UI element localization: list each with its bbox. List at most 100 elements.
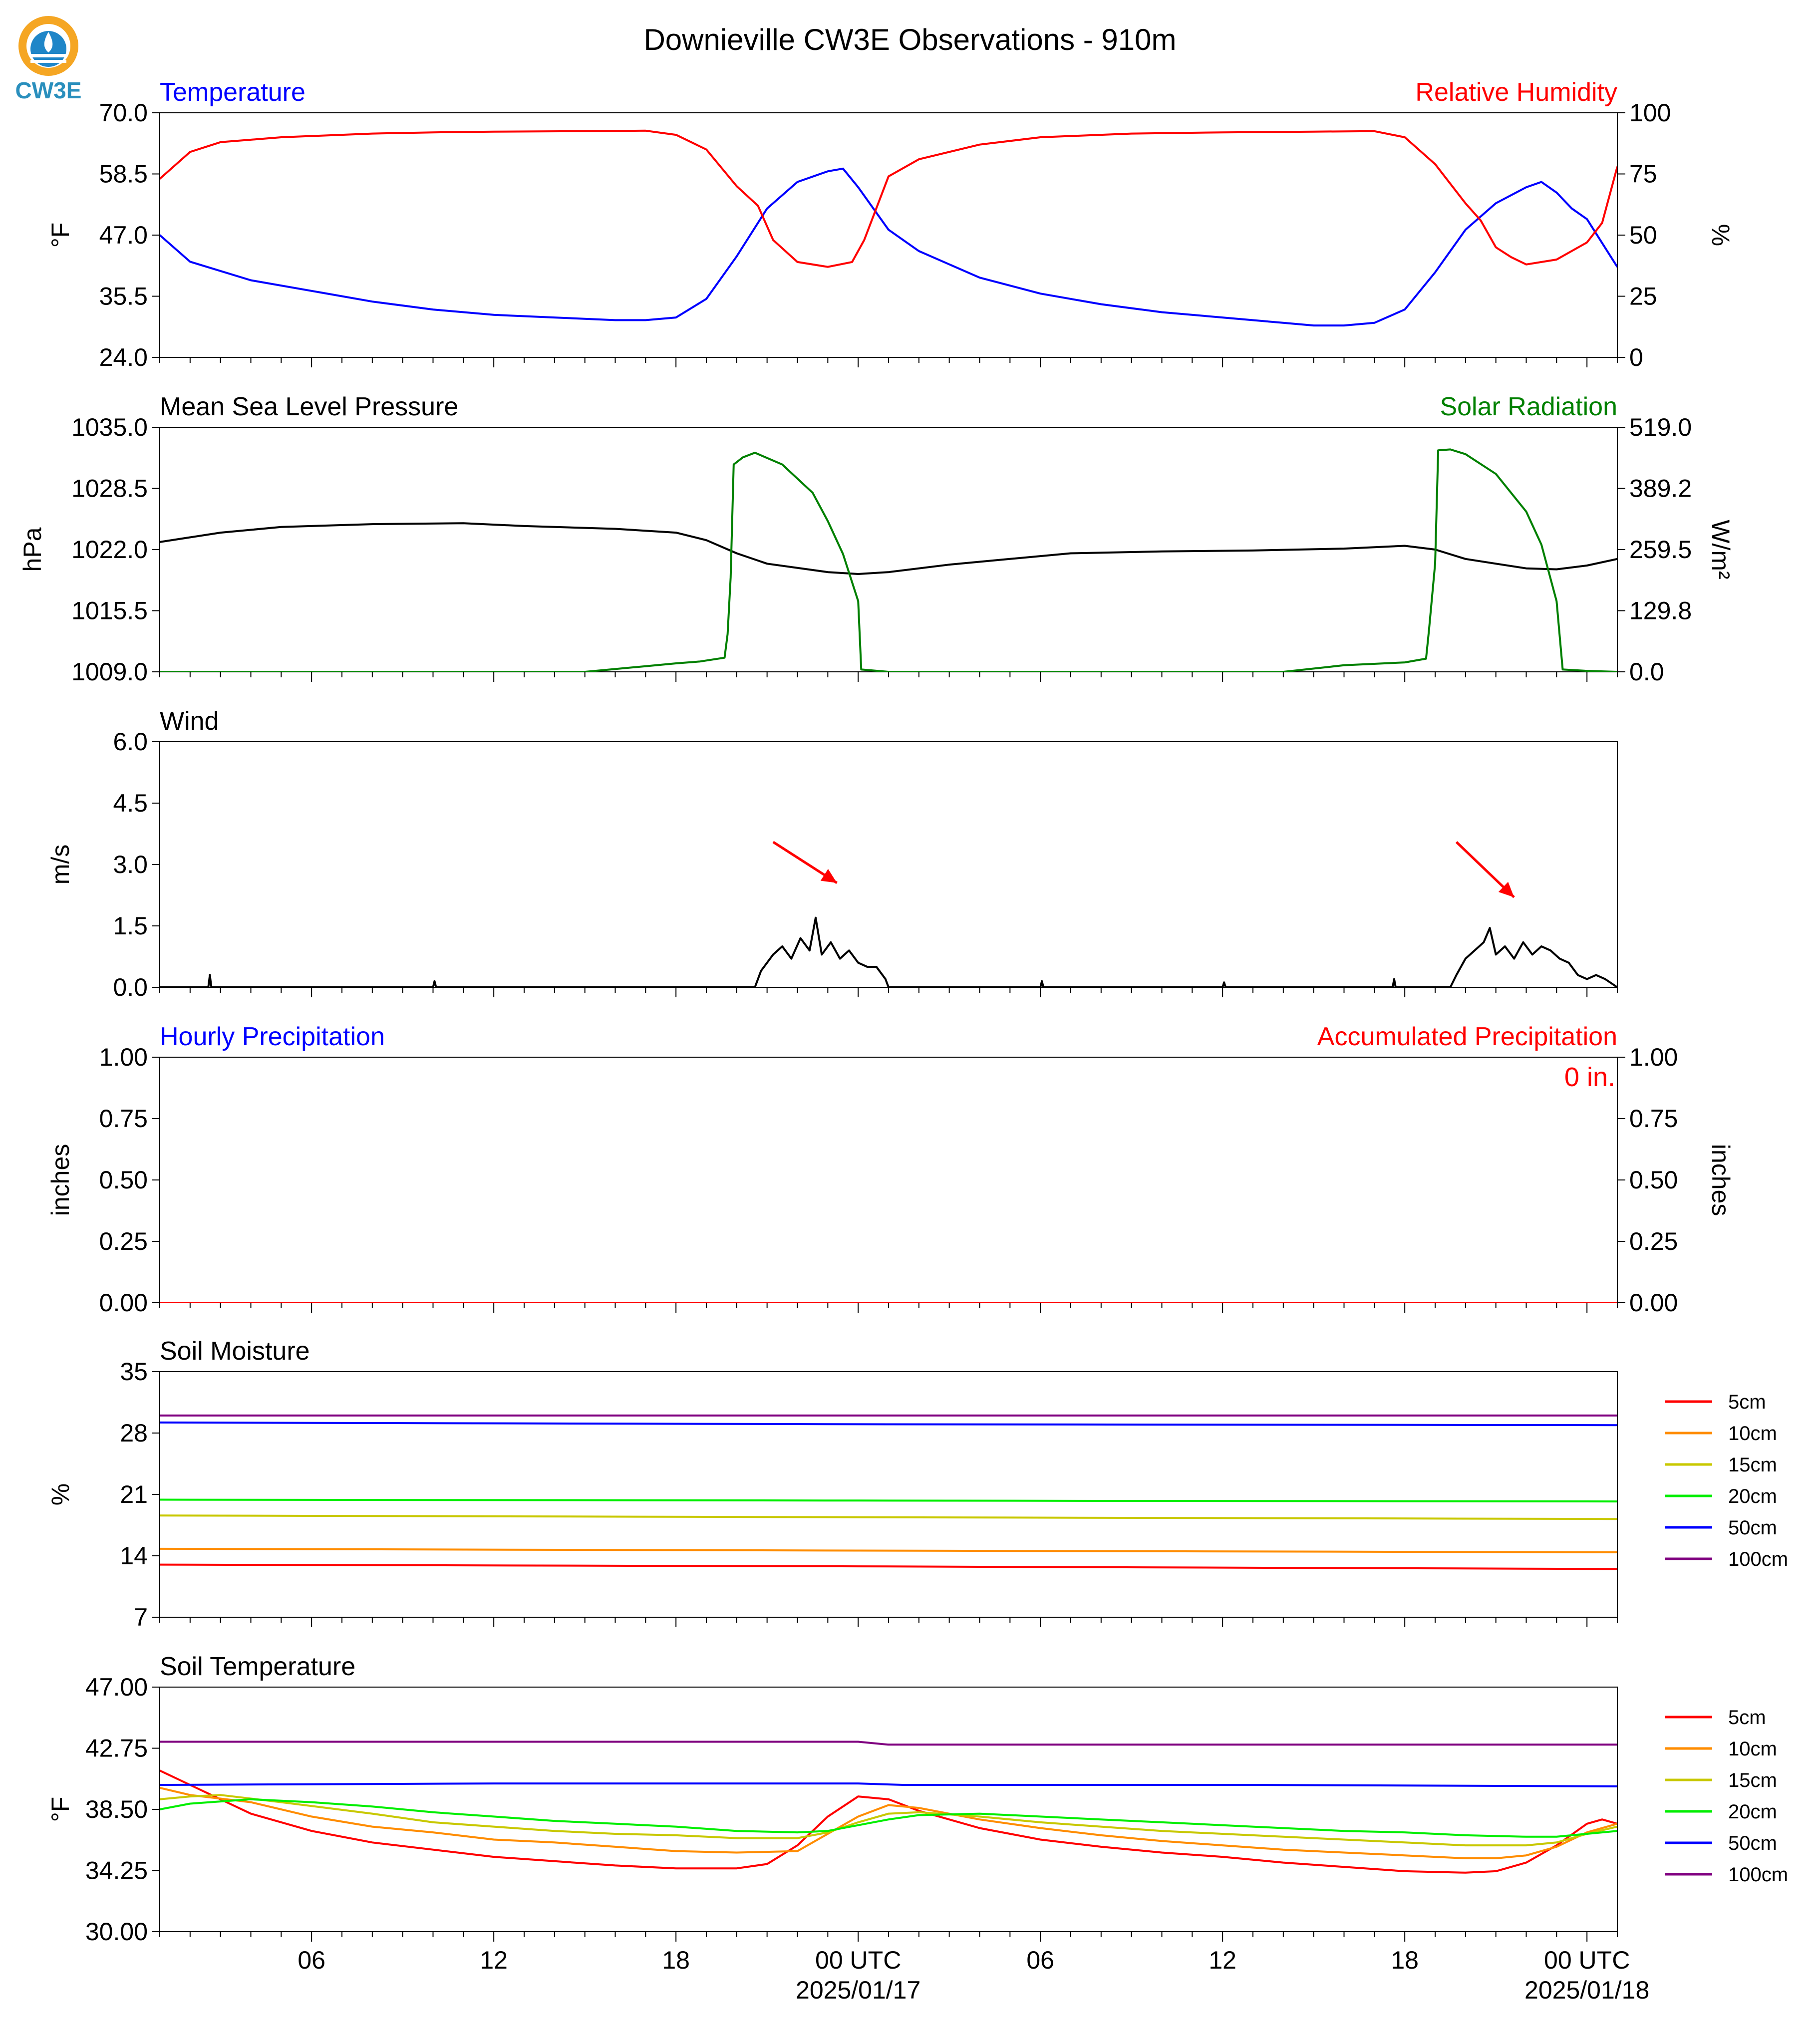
series-line-50cm [160, 1421, 1617, 1427]
legend-label: 20cm [1728, 1485, 1777, 1507]
series-line-wind-speed [160, 916, 1617, 987]
y-axis-label-left: hPa [18, 527, 46, 572]
legend-label: 5cm [1728, 1707, 1766, 1729]
x-date-label: 2025/01/18 [1524, 1976, 1649, 2004]
series-line-5cm [160, 1563, 1617, 1570]
y-tick-label-left: 0.0 [113, 973, 148, 1001]
y-tick-label-right: 259.5 [1629, 536, 1692, 564]
x-tick-label: 18 [662, 1946, 690, 1974]
x-tick-label: 06 [298, 1946, 325, 1974]
y-tick-label-right: 100 [1629, 99, 1671, 127]
y-tick-label-right: 50 [1629, 221, 1657, 249]
panel-title-left: Soil Temperature [160, 1652, 355, 1681]
y-tick-label-right: 0.75 [1629, 1105, 1678, 1133]
series-line-15cm [160, 1514, 1617, 1520]
x-tick-label: 00 UTC [815, 1946, 901, 1974]
panel-soil-temperature: Soil Temperature 47.00 42.75 38.50 34.25 30.0… [46, 1652, 1788, 2004]
panel-title-right: Relative Humidity [1415, 78, 1617, 107]
panel-pressure-solar: Mean Sea Level Pressure Solar Radiation 10… [18, 392, 1735, 686]
y-tick-label-left: 42.75 [85, 1735, 148, 1762]
y-tick-label-left: 0.25 [99, 1227, 148, 1255]
panel-title-left: Wind [160, 707, 219, 736]
y-tick-label-left: 3.0 [113, 851, 148, 878]
accumulated-total-label: 0 in. [1564, 1062, 1615, 1092]
y-axis-label-left: inches [46, 1144, 74, 1216]
wind-arrow-head [820, 869, 837, 883]
logo-text: CW3E [15, 77, 82, 103]
legend-label: 10cm [1728, 1738, 1777, 1760]
y-tick-label-left: 34.25 [85, 1857, 148, 1885]
panel-temperature-rh: Temperature Relative Humidity 70.0 58.5 47.0… [46, 78, 1735, 371]
y-tick-label-left: 28 [120, 1419, 148, 1447]
y-tick-label-left: 1.5 [113, 912, 148, 940]
series-line-relative-humidity [160, 129, 1617, 268]
y-tick-label-right: 1.00 [1629, 1043, 1678, 1071]
y-tick-label-left: 1015.5 [71, 597, 148, 625]
y-tick-label-left: 21 [120, 1480, 148, 1508]
y-tick-label-left: 1035.0 [71, 413, 148, 441]
y-tick-label-right: 389.2 [1629, 475, 1692, 503]
x-tick-label: 12 [1209, 1946, 1236, 1974]
y-tick-label-left: 38.50 [85, 1795, 148, 1823]
x-tick-label: 12 [480, 1946, 508, 1974]
series-line-10cm [160, 1547, 1617, 1553]
series-line-50cm [160, 1782, 1617, 1787]
panel-title-right: Solar Radiation [1440, 392, 1617, 421]
y-axis-label-right: W/m² [1707, 520, 1735, 579]
x-date-label: 2025/01/17 [796, 1976, 920, 2004]
y-tick-label-right: 25 [1629, 283, 1657, 310]
y-tick-label-left: 70.0 [99, 99, 148, 127]
legend-label: 50cm [1728, 1832, 1777, 1854]
legend-label: 5cm [1728, 1391, 1766, 1413]
x-tick-label: 00 UTC [1544, 1946, 1630, 1974]
legend-label: 15cm [1728, 1454, 1777, 1476]
series-line-temperature [160, 167, 1617, 327]
series-line-mean-sea-level-pressure [160, 522, 1617, 575]
panel-title-right: Accumulated Precipitation [1317, 1022, 1617, 1051]
y-tick-label-left: 0.00 [99, 1289, 148, 1317]
series-line-20cm [160, 1798, 1617, 1838]
series-line-solar-radiation [160, 448, 1617, 672]
y-axis-label-left: °F [46, 223, 74, 248]
legend-label: 20cm [1728, 1801, 1777, 1823]
x-tick-label: 18 [1391, 1946, 1419, 1974]
y-tick-label-left: 0.75 [99, 1105, 148, 1133]
wind-arrow-head [1498, 881, 1515, 897]
y-tick-label-left: 7 [134, 1603, 148, 1631]
y-tick-label-left: 0.50 [99, 1166, 148, 1194]
series-line-100cm [160, 1740, 1617, 1746]
y-tick-label-right: 0.50 [1629, 1166, 1678, 1194]
panel-title-left: Temperature [160, 78, 305, 107]
cw3e-logo: CW3E [15, 16, 82, 103]
y-tick-label-right: 0.0 [1629, 658, 1664, 686]
series-line-10cm [160, 1786, 1617, 1859]
y-tick-label-left: 47.0 [99, 221, 148, 249]
y-tick-label-left: 24.0 [99, 343, 148, 371]
panel-title-left: Mean Sea Level Pressure [160, 392, 458, 421]
y-axis-label-left: °F [46, 1797, 74, 1822]
y-tick-label-left: 14 [120, 1542, 148, 1570]
y-axis-label-right: % [1707, 224, 1735, 246]
y-axis-label-left: m/s [46, 845, 74, 885]
series-line-20cm [160, 1498, 1617, 1503]
y-tick-label-left: 1009.0 [71, 658, 148, 686]
x-tick-label: 06 [1026, 1946, 1054, 1974]
y-tick-label-right: 0.25 [1629, 1227, 1678, 1255]
y-tick-label-left: 58.5 [99, 160, 148, 188]
chart-title: Downieville CW3E Observations - 910m [643, 23, 1176, 56]
y-tick-label-left: 35.5 [99, 283, 148, 310]
panel-precipitation: Hourly Precipitation Accumulated Precipit… [46, 1022, 1735, 1317]
y-tick-label-right: 519.0 [1629, 413, 1692, 441]
series-line-5cm [160, 1769, 1617, 1874]
y-axis-label-left: % [46, 1483, 74, 1505]
panel-title-left: Hourly Precipitation [160, 1022, 385, 1051]
y-tick-label-left: 4.5 [113, 789, 148, 817]
panel-soil-moisture: Soil Moisture 35 28 21 14 7% 5cm 10cm 15cm 20cm 50… [46, 1337, 1788, 1631]
y-tick-label-right: 129.8 [1629, 597, 1692, 625]
legend-label: 15cm [1728, 1769, 1777, 1791]
legend-label: 50cm [1728, 1517, 1777, 1539]
y-axis-label-right: inches [1707, 1144, 1735, 1216]
y-tick-label-left: 6.0 [113, 728, 148, 756]
legend-label: 10cm [1728, 1423, 1777, 1445]
